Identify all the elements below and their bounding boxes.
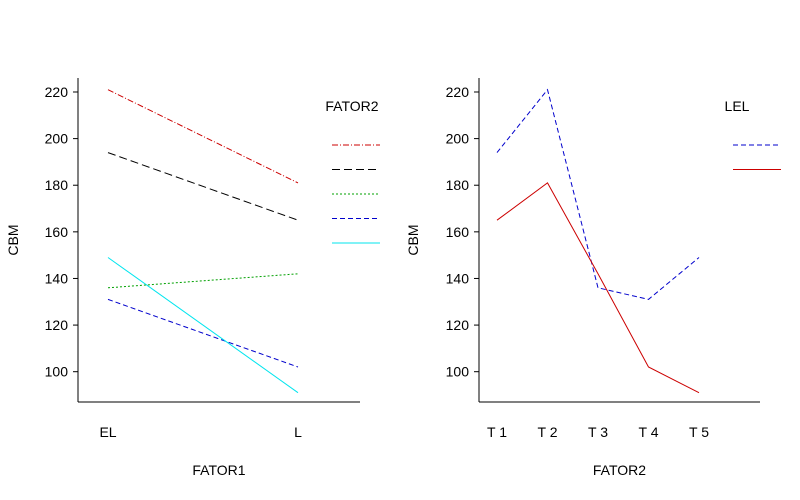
y-tick-label: 220 <box>45 84 69 100</box>
x-tick-label: L <box>294 424 302 440</box>
x-axis-title: FATOR2 <box>593 462 646 478</box>
y-tick-label: 200 <box>446 131 470 147</box>
y-tick-label: 220 <box>446 84 470 100</box>
series-line-5 <box>107 257 299 394</box>
fator1-interaction-panel: 100 120 140 160 180 200 220 EL L FATOR1 CBM FATOR2 <box>5 78 380 478</box>
series-line-2 <box>496 182 700 394</box>
fator2-interaction-panel: 100 120 140 160 180 200 220 T 1 T 2 T 3 T 4 T 5 FATO… <box>405 78 781 478</box>
series-line-1 <box>496 88 700 300</box>
y-tick-label: 100 <box>45 364 69 380</box>
x-tick-label: T 3 <box>588 424 608 440</box>
y-tick-label: 160 <box>446 224 470 240</box>
y-tick-label: 120 <box>446 317 470 333</box>
series-line-3 <box>107 273 299 289</box>
x-tick-label: EL <box>99 424 116 440</box>
y-tick-label: 180 <box>446 177 470 193</box>
y-tick-label: 200 <box>45 131 69 147</box>
y-axis-title: CBM <box>5 224 21 255</box>
y-tick-label: 160 <box>45 224 69 240</box>
x-axis-title: FATOR1 <box>192 462 245 478</box>
series-line-4 <box>107 298 299 368</box>
y-tick-label: 100 <box>446 364 470 380</box>
legend-title: LEL <box>725 98 750 114</box>
y-tick-label: 140 <box>446 270 470 286</box>
series-line-2 <box>107 152 299 221</box>
x-tick-label: T 4 <box>639 424 659 440</box>
y-axis-title: CBM <box>405 224 421 255</box>
series-line-1 <box>107 89 299 184</box>
y-tick-label: 140 <box>45 270 69 286</box>
x-tick-label: T 1 <box>487 424 507 440</box>
y-tick-label: 180 <box>45 177 69 193</box>
x-tick-label: T 2 <box>538 424 558 440</box>
y-tick-label: 120 <box>45 317 69 333</box>
x-tick-label: T 5 <box>689 424 709 440</box>
legend-title: FATOR2 <box>325 98 378 114</box>
